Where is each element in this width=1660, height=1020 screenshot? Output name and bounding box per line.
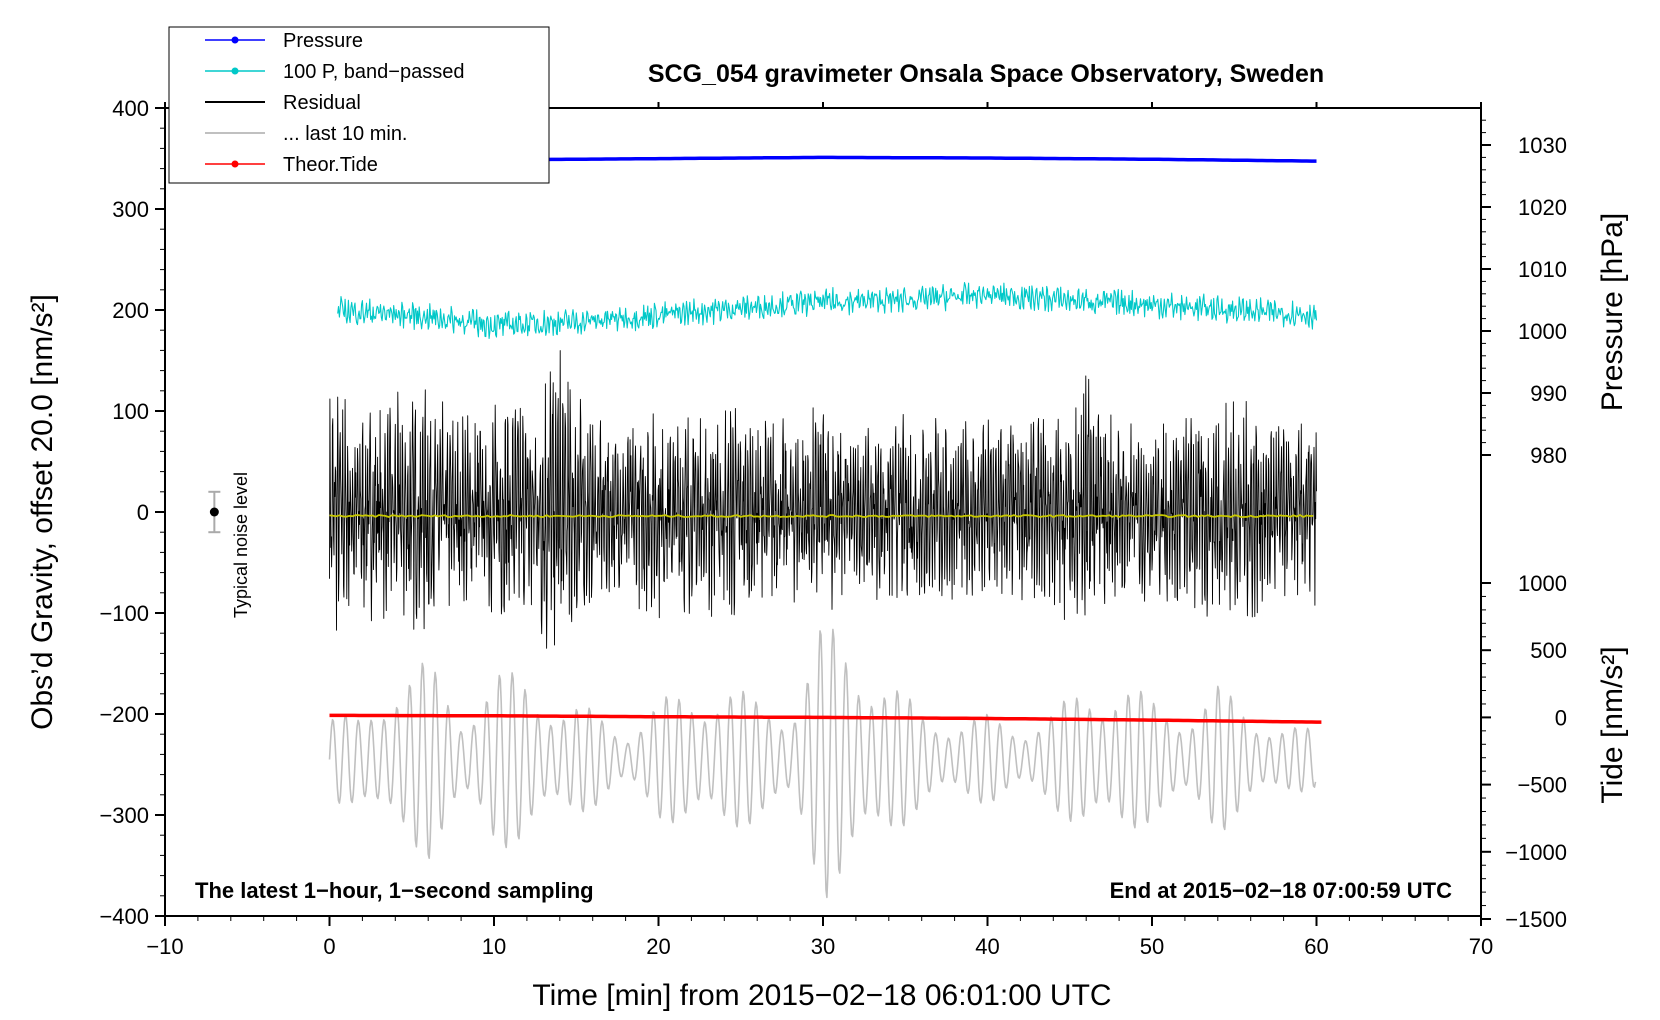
tide-tick-label: 1000 [1518, 571, 1567, 596]
y-axis-label-pressure: Pressure [hPa] [1596, 213, 1629, 411]
series-band-passed-pressure [337, 282, 1318, 340]
y-tick-label-left: 400 [112, 96, 149, 121]
note-sampling: The latest 1−hour, 1−second sampling [195, 878, 594, 903]
y-tick-label-left: 100 [112, 399, 149, 424]
x-tick-label: 60 [1304, 934, 1328, 959]
axes-layer: −10 0 10 20 30 40 50 60 704003002001000−100−200−… [99, 96, 1567, 959]
pressure-tick-label: 990 [1530, 381, 1567, 406]
pressure-tick-label: 980 [1530, 443, 1567, 468]
y-tick-label-left: 0 [137, 500, 149, 525]
legend-box [168, 26, 550, 184]
noise-center-dot [209, 507, 219, 517]
note-end-time: End at 2015−02−18 07:00:59 UTC [1110, 878, 1453, 903]
legend-label: Residual [283, 92, 361, 114]
x-tick-label: 30 [811, 934, 835, 959]
legend-label: Theor.Tide [283, 154, 378, 176]
x-axis-label: Time [min] from 2015−02−18 06:01:00 UTC [532, 979, 1111, 1012]
x-tick-label: 10 [482, 934, 506, 959]
y-tick-label-left: −200 [99, 702, 149, 727]
noise-indicator [208, 490, 221, 534]
legend: Pressure 100 P, band−passed Residual ... la… [168, 26, 550, 184]
x-tick-label: 0 [323, 934, 335, 959]
legend-marker [231, 36, 239, 44]
y-tick-label-left: 300 [112, 197, 149, 222]
series-theoretical-tide [329, 713, 1322, 724]
pressure-tick-label: 1030 [1518, 133, 1567, 158]
y-axis-label-tide: Tide [nm/s²] [1596, 646, 1629, 803]
x-tick-label: −10 [146, 934, 183, 959]
pressure-tick-label: 1010 [1518, 257, 1567, 282]
chart-title: SCG_054 gravimeter Onsala Space Observat… [648, 60, 1324, 88]
series-mean [329, 514, 1314, 518]
y-tick-label-left: 200 [112, 298, 149, 323]
tide-tick-label: 500 [1530, 638, 1567, 663]
noise-label: Typical noise level [231, 472, 251, 618]
x-tick-label: 20 [646, 934, 670, 959]
legend-label: ... last 10 min. [283, 123, 408, 145]
tide-tick-label: −1500 [1505, 907, 1567, 932]
x-tick-label: 70 [1469, 934, 1493, 959]
y-axis-label-left: Obs’d Gravity, offset 20.0 [nm/s²] [26, 294, 59, 730]
series-layer [328, 155, 1322, 899]
x-tick-label: 40 [975, 934, 999, 959]
series-residual [329, 350, 1317, 649]
legend-label: Pressure [283, 30, 363, 52]
legend-label: 100 P, band−passed [283, 61, 464, 83]
legend-marker [231, 160, 239, 168]
tide-tick-label: −1000 [1505, 840, 1567, 865]
tide-tick-label: −500 [1517, 773, 1567, 798]
x-tick-label: 50 [1140, 934, 1164, 959]
pressure-tick-label: 1000 [1518, 319, 1567, 344]
pressure-tick-label: 1020 [1518, 195, 1567, 220]
y-tick-label-left: −100 [99, 601, 149, 626]
series-last-10-min [328, 628, 1317, 899]
tide-tick-label: 0 [1555, 705, 1567, 730]
legend-marker [231, 67, 239, 75]
y-tick-label-left: −300 [99, 803, 149, 828]
y-tick-label-left: −400 [99, 904, 149, 929]
